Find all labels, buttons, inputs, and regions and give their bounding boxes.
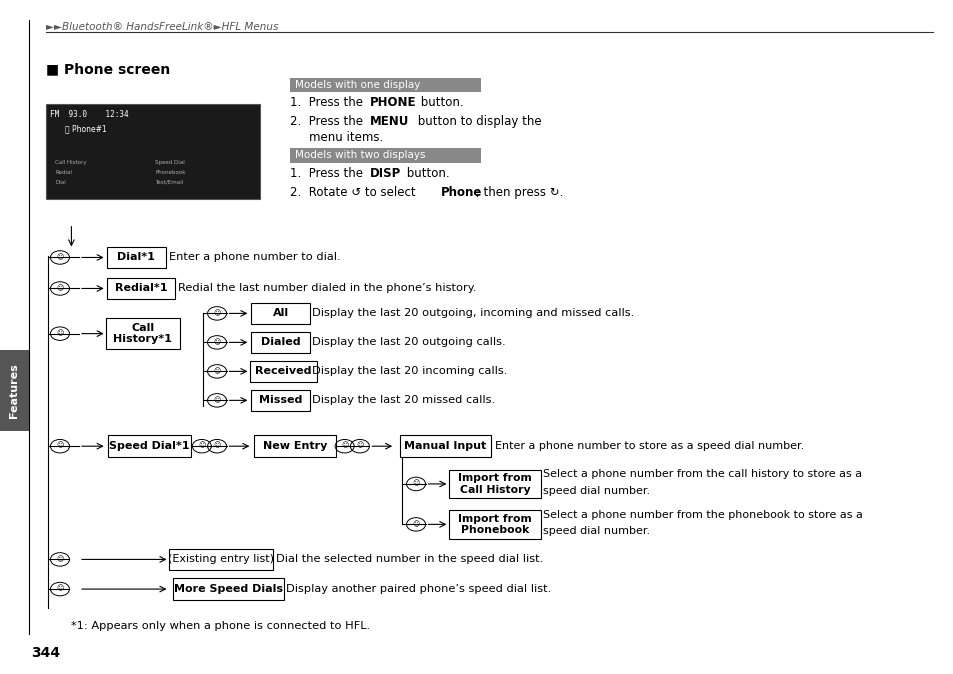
FancyBboxPatch shape (173, 578, 283, 600)
Text: ☺: ☺ (412, 480, 419, 487)
Text: ☺: ☺ (198, 442, 205, 449)
Text: menu items.: menu items. (309, 131, 383, 144)
Text: , then press ↻.: , then press ↻. (476, 186, 563, 199)
FancyBboxPatch shape (290, 148, 480, 163)
Text: ☺: ☺ (56, 555, 64, 562)
Text: Enter a phone number to store as a speed dial number.: Enter a phone number to store as a speed… (495, 441, 803, 451)
Text: Received: Received (255, 367, 312, 376)
Text: 1.  Press the: 1. Press the (290, 167, 367, 180)
FancyBboxPatch shape (107, 247, 166, 268)
Text: Speed Dial*1: Speed Dial*1 (109, 441, 190, 451)
Text: Redial*1: Redial*1 (114, 284, 167, 293)
FancyBboxPatch shape (251, 332, 310, 353)
Text: Select a phone number from the phonebook to store as a: Select a phone number from the phonebook… (542, 510, 862, 520)
Text: Dialed: Dialed (261, 338, 300, 347)
Text: MENU: MENU (369, 115, 408, 128)
Text: Display the last 20 incoming calls.: Display the last 20 incoming calls. (312, 367, 507, 376)
Text: Display the last 20 outgoing, incoming and missed calls.: Display the last 20 outgoing, incoming a… (312, 309, 634, 318)
Text: 344: 344 (31, 646, 60, 660)
Text: ►►Bluetooth® HandsFreeLink®►HFL Menus: ►►Bluetooth® HandsFreeLink®►HFL Menus (46, 22, 277, 32)
Text: *1: Appears only when a phone is connected to HFL.: *1: Appears only when a phone is connect… (71, 621, 370, 632)
FancyBboxPatch shape (250, 361, 316, 381)
Text: ☺: ☺ (56, 284, 64, 291)
Text: button to display the: button to display the (414, 115, 541, 128)
Text: Phone: Phone (440, 186, 481, 199)
FancyBboxPatch shape (399, 435, 491, 457)
Text: Display another paired phone’s speed dial list.: Display another paired phone’s speed dia… (285, 584, 550, 594)
Text: Features: Features (10, 363, 19, 419)
Text: Display the last 20 outgoing calls.: Display the last 20 outgoing calls. (312, 338, 505, 347)
Text: button.: button. (402, 167, 449, 180)
Text: ☺: ☺ (412, 520, 419, 527)
Text: ■ Phone screen: ■ Phone screen (46, 62, 170, 76)
FancyBboxPatch shape (449, 510, 540, 539)
Text: 1.  Press the: 1. Press the (290, 96, 367, 109)
Text: New Entry: New Entry (263, 441, 327, 451)
Text: Call
History*1: Call History*1 (113, 323, 172, 344)
Text: ☺: ☺ (213, 367, 220, 374)
Text: Dial*1: Dial*1 (117, 253, 155, 262)
Text: Speed Dial: Speed Dial (155, 160, 185, 164)
Text: ☺: ☺ (56, 253, 64, 260)
Text: button.: button. (416, 96, 463, 109)
FancyBboxPatch shape (251, 390, 310, 410)
Text: speed dial number.: speed dial number. (542, 486, 649, 495)
Text: 📱 Phone#1: 📱 Phone#1 (65, 125, 107, 133)
FancyBboxPatch shape (46, 104, 259, 199)
Text: Models with one display: Models with one display (294, 80, 420, 90)
Text: Import from
Phonebook: Import from Phonebook (457, 514, 532, 535)
Text: Phonebook: Phonebook (155, 170, 186, 175)
FancyBboxPatch shape (108, 435, 192, 457)
Text: Manual Input: Manual Input (404, 441, 486, 451)
Text: Enter a phone number to dial.: Enter a phone number to dial. (169, 253, 340, 262)
FancyBboxPatch shape (169, 549, 273, 570)
Text: Call History: Call History (55, 160, 87, 164)
FancyBboxPatch shape (449, 470, 540, 498)
Text: (Existing entry list): (Existing entry list) (168, 555, 274, 564)
Text: ☺: ☺ (355, 442, 363, 449)
FancyBboxPatch shape (253, 435, 335, 457)
Text: 2.  Rotate ↺ to select: 2. Rotate ↺ to select (290, 186, 419, 199)
Text: All: All (273, 309, 289, 318)
Text: FM  93.0    12:34: FM 93.0 12:34 (51, 110, 129, 119)
Text: More Speed Dials: More Speed Dials (173, 584, 283, 594)
FancyBboxPatch shape (290, 78, 480, 92)
FancyBboxPatch shape (0, 350, 29, 431)
Text: DISP: DISP (369, 167, 400, 180)
Text: ☺: ☺ (213, 338, 220, 345)
FancyBboxPatch shape (107, 278, 175, 299)
Text: Redial: Redial (55, 170, 72, 175)
Text: ☺: ☺ (56, 330, 64, 336)
Text: ☺: ☺ (213, 442, 220, 449)
Text: ☺: ☺ (56, 585, 64, 592)
Text: Text/Email: Text/Email (155, 180, 183, 185)
Text: Select a phone number from the call history to store as a: Select a phone number from the call hist… (542, 470, 861, 479)
Text: speed dial number.: speed dial number. (542, 526, 649, 536)
Text: ☺: ☺ (213, 396, 220, 403)
Text: PHONE: PHONE (369, 96, 416, 109)
Text: Missed: Missed (259, 396, 302, 405)
Text: ☺: ☺ (340, 442, 348, 449)
Text: Dial: Dial (55, 180, 66, 185)
Text: ☺: ☺ (56, 442, 64, 449)
Text: Redial the last number dialed in the phone’s history.: Redial the last number dialed in the pho… (178, 284, 476, 293)
Text: Models with two displays: Models with two displays (294, 150, 425, 160)
Text: 2.  Press the: 2. Press the (290, 115, 367, 128)
Text: Dial the selected number in the speed dial list.: Dial the selected number in the speed di… (275, 555, 543, 564)
Text: Import from
Call History: Import from Call History (457, 473, 532, 495)
FancyBboxPatch shape (251, 303, 310, 324)
Text: ☺: ☺ (213, 309, 220, 316)
Text: Display the last 20 missed calls.: Display the last 20 missed calls. (312, 396, 495, 405)
FancyBboxPatch shape (106, 318, 180, 349)
